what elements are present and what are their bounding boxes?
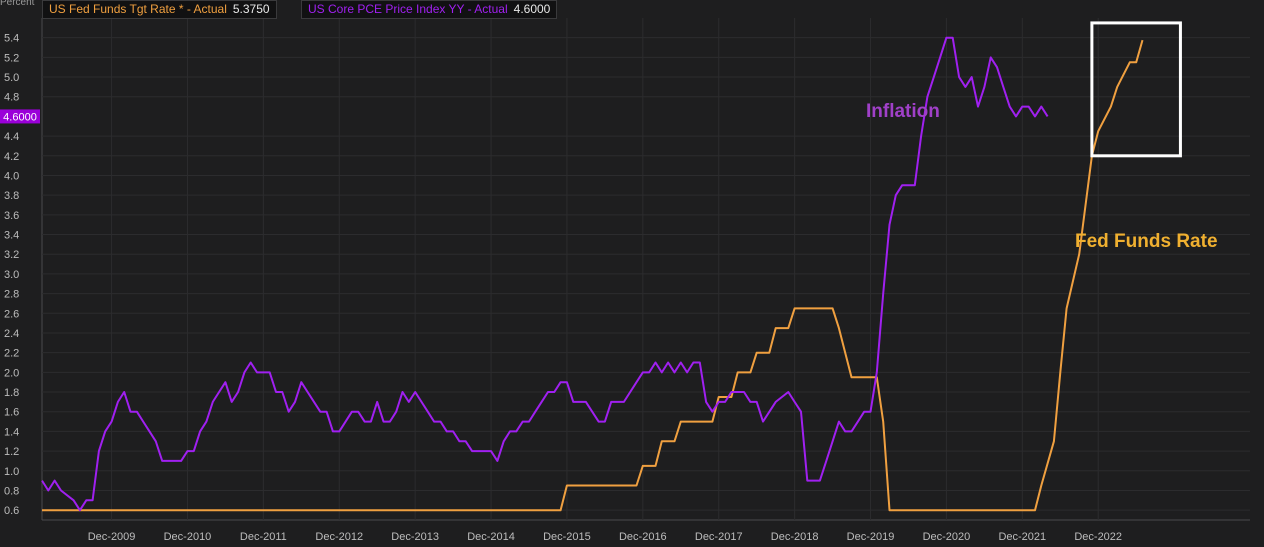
legend-core-pce-value: 4.6000 [513, 2, 551, 16]
legend-core-pce[interactable]: US Core PCE Price Index YY - Actual 4.600… [301, 0, 558, 19]
y-tick-label: 4.8 [4, 92, 19, 104]
series-layer [41, 36, 1144, 512]
annotation-inflation: Inflation [866, 101, 940, 122]
series-line-core-pce [41, 36, 1049, 512]
grid-lines [41, 18, 1250, 521]
y-tick-label: 4.2 [4, 151, 19, 163]
y-tick-label: 1.8 [4, 387, 19, 399]
x-tick-label: Dec-2017 [695, 531, 743, 543]
y-tick-label: 2.8 [4, 289, 19, 301]
y-axis: 0.6 0.8 1.0 1.2 1.4 1.6 1.8 2.0 2.2 2.4 2.6 2.8 3.0 3… [4, 33, 19, 517]
y-tick-label: 1.4 [4, 426, 19, 438]
y-tick-label: 0.8 [4, 485, 19, 497]
y-tick-label: 3.8 [4, 190, 19, 202]
x-tick-label: Dec-2013 [391, 531, 439, 543]
current-value-label: 4.6000 [3, 111, 37, 123]
y-tick-label: 5.2 [4, 52, 19, 64]
series-line-fed-funds [42, 39, 1144, 512]
current-value-marker [0, 109, 40, 124]
x-axis: Dec-2009 Dec-2010 Dec-2011 Dec-2012 Dec-2013… [88, 531, 1122, 543]
y-unit-label: Percent [0, 0, 35, 8]
y-tick-label: 3.4 [4, 230, 19, 242]
y-tick-label: 4.4 [4, 131, 19, 143]
legend-fed-funds-name: US Fed Funds Tgt Rate * - Actual [49, 2, 227, 16]
y-tick-label: 2.0 [4, 367, 19, 379]
x-tick-label: Dec-2009 [88, 531, 136, 543]
y-tick-label: 1.6 [4, 407, 19, 419]
x-tick-label: Dec-2020 [923, 531, 971, 543]
x-tick-label: Dec-2014 [467, 531, 515, 543]
y-tick-label: 5.0 [4, 72, 19, 84]
x-tick-label: Dec-2012 [315, 531, 363, 543]
legend-core-pce-name: US Core PCE Price Index YY - Actual [308, 2, 508, 16]
y-tick-label: 2.6 [4, 308, 19, 320]
legend-fed-funds-value: 5.3750 [232, 2, 270, 16]
x-tick-label: Dec-2018 [771, 531, 819, 543]
y-tick-label: 0.6 [4, 505, 19, 517]
y-tick-label: 1.2 [4, 446, 19, 458]
chart-overlay: 4.6000 Inflation Fed Funds Rate [0, 21, 1218, 252]
y-tick-label: 2.4 [4, 328, 19, 340]
y-tick-label: 1.0 [4, 466, 19, 478]
y-tick-label: 3.6 [4, 210, 19, 222]
y-tick-label: 3.0 [4, 269, 19, 281]
y-tick-label: 2.2 [4, 348, 19, 360]
highlight-box [1090, 21, 1182, 158]
x-tick-label: Dec-2011 [240, 531, 287, 543]
x-tick-label: Dec-2021 [998, 531, 1046, 543]
x-tick-label: Dec-2010 [164, 531, 212, 543]
x-tick-label: Dec-2016 [619, 531, 667, 543]
x-tick-label: Dec-2019 [847, 531, 895, 543]
y-tick-label: 5.4 [4, 33, 19, 45]
x-tick-label: Dec-2015 [543, 531, 591, 543]
y-tick-label: 4.0 [4, 170, 19, 182]
x-tick-label: Dec-2022 [1074, 531, 1122, 543]
legend-fed-funds[interactable]: US Fed Funds Tgt Rate * - Actual 5.3750 [42, 0, 277, 19]
annotation-fed-funds-rate: Fed Funds Rate [1075, 231, 1218, 252]
y-tick-label: 3.2 [4, 249, 19, 261]
